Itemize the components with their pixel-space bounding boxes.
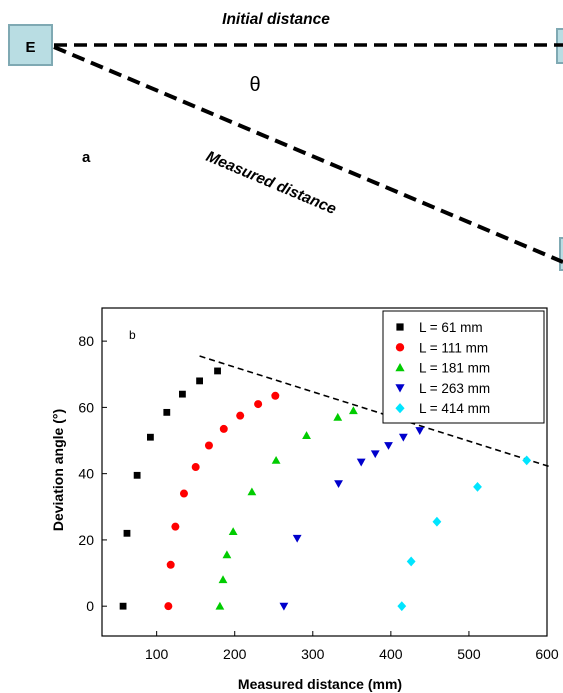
measured-distance-line: [53, 45, 563, 264]
x-tick-label: 400: [379, 646, 403, 662]
data-point: [166, 560, 175, 569]
data-point: [398, 433, 408, 442]
panel-b-label: b: [129, 328, 136, 342]
data-point: [191, 463, 200, 472]
legend-label: L = 61 mm: [419, 320, 483, 335]
x-tick-label: 600: [535, 646, 559, 662]
trend-layer: [199, 355, 552, 468]
data-point: [171, 522, 180, 531]
data-point: [334, 480, 343, 488]
x-tick-label: 500: [457, 646, 481, 662]
data-series: [119, 367, 532, 612]
data-point: [397, 601, 407, 612]
data-point: [406, 556, 416, 567]
legend-label: L = 414 mm: [419, 401, 490, 416]
data-point: [214, 367, 221, 375]
data-point: [247, 487, 257, 496]
legend-marker: [395, 403, 405, 414]
receiver-box-bottom: [559, 237, 563, 271]
emitter-box: [8, 24, 53, 66]
data-point: [204, 441, 213, 450]
data-point: [123, 529, 131, 537]
y-tick-label: 0: [86, 598, 94, 614]
data-point: [432, 516, 442, 527]
data-point: [147, 433, 154, 441]
legend-marker: [395, 384, 405, 393]
legend: L = 61 mm L = 111 mm L = 181 mm L = 263 mm L…: [395, 320, 490, 416]
x-axis-label: Measured distance (mm): [238, 676, 402, 692]
data-point: [236, 411, 245, 420]
data-point: [415, 427, 425, 435]
data-point: [271, 391, 280, 400]
y-tick-label: 60: [78, 399, 94, 415]
data-point: [179, 489, 188, 498]
data-point: [384, 442, 393, 450]
data-point: [228, 527, 238, 536]
legend-marker: [395, 343, 405, 352]
y-axis-label: Deviation angle (°): [50, 409, 66, 531]
data-point: [348, 406, 358, 415]
y-tick-label: 20: [78, 532, 94, 548]
legend-label: L = 263 mm: [419, 381, 490, 396]
y-tick-label: 80: [78, 333, 94, 349]
plot-frame: [101, 307, 548, 637]
data-point: [279, 602, 289, 611]
legend-box: [382, 310, 545, 424]
legend-label: L = 111 mm: [419, 340, 488, 355]
x-tick-label: 300: [301, 646, 325, 662]
theta-label: θ: [249, 74, 260, 96]
data-point: [164, 602, 173, 611]
data-point: [356, 458, 366, 467]
x-axis: 100 200 300 400 500 600: [145, 631, 559, 662]
data-point: [219, 424, 228, 433]
trend-line: [199, 355, 552, 468]
data-point: [473, 482, 482, 492]
data-point: [254, 400, 263, 409]
y-tick-label: 40: [78, 466, 94, 482]
data-point: [179, 390, 186, 398]
data-point: [292, 534, 302, 543]
data-point: [119, 602, 127, 610]
x-tick-label: 100: [145, 646, 169, 662]
panel-a: E Initial distance θ a Measured distance: [8, 11, 563, 271]
legend-marker: [395, 363, 405, 372]
data-point: [302, 431, 311, 439]
emitter-label: E: [25, 39, 35, 56]
legend-marker: [396, 323, 404, 331]
panel-b: 100 200 300 400 500 600 0 20 40 60 80 b L = 61 mm…: [50, 307, 559, 692]
data-point: [218, 575, 228, 584]
legend-label: L = 181 mm: [419, 361, 490, 376]
data-point: [215, 601, 225, 610]
data-point: [133, 471, 141, 479]
data-point: [222, 550, 232, 559]
data-point: [163, 408, 171, 416]
data-point: [522, 455, 532, 466]
x-tick-label: 200: [223, 646, 247, 662]
initial-distance-label: Initial distance: [222, 11, 330, 28]
panel-a-label: a: [82, 149, 91, 166]
data-point: [333, 412, 343, 421]
y-axis: 0 20 40 60 80: [78, 333, 107, 614]
data-point: [271, 456, 281, 464]
data-point: [370, 450, 380, 459]
data-point: [196, 377, 203, 385]
